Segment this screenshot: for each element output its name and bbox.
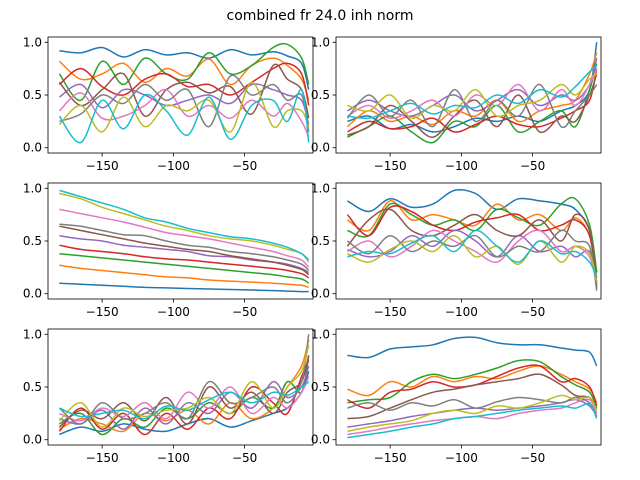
- series-line-9: [58, 344, 310, 428]
- y-tick-label: 0.5: [23, 380, 42, 394]
- series-line-6: [346, 208, 598, 289]
- x-tick-label: −100: [445, 159, 478, 173]
- series-line-3: [59, 355, 310, 436]
- y-tick-label: 1.0: [23, 181, 42, 195]
- y-tick-label: 1.0: [23, 327, 42, 341]
- y-tick-label: 1.0: [311, 327, 330, 341]
- series-line-6: [347, 373, 598, 420]
- series-line-7: [58, 88, 310, 138]
- series-line-6: [59, 225, 310, 276]
- series-line-2: [59, 264, 309, 289]
- series-line-1: [347, 336, 598, 367]
- subplot-4: −150 −100 −50 0.0 0.5 1.0: [311, 181, 602, 319]
- series-line-8: [59, 223, 310, 272]
- x-tick-label: −50: [520, 305, 545, 319]
- y-tick-label: 0.0: [311, 287, 330, 301]
- series-line-8: [346, 83, 598, 129]
- series-line-9: [347, 73, 598, 119]
- x-tick-label: −100: [157, 451, 190, 465]
- y-tick-label: 0.0: [23, 433, 42, 447]
- series-line-5: [58, 83, 310, 125]
- subplot-1: −150 −100 −50 0.0 0.5 1.0: [23, 35, 314, 173]
- series-line-3: [347, 63, 598, 144]
- subplot-2: −150 −100 −50 0.0 0.5 1.0: [311, 35, 602, 173]
- series-line-7: [59, 208, 310, 268]
- series-line-4: [59, 244, 310, 279]
- x-tick-label: −150: [86, 159, 119, 173]
- series-line-6: [58, 355, 310, 428]
- y-tick-label: 0.5: [23, 234, 42, 248]
- series-line-1: [59, 282, 309, 293]
- series-line-5: [59, 365, 310, 430]
- subplot-6: −150 −100 −50 0.0 0.5 1.0: [311, 327, 602, 465]
- series-line-10: [59, 189, 310, 261]
- y-tick-label: 0.5: [311, 88, 330, 102]
- x-tick-label: −150: [374, 305, 407, 319]
- series-line-6: [347, 73, 598, 138]
- series-line-8: [58, 334, 310, 425]
- y-tick-label: 0.5: [311, 234, 330, 248]
- series-line-2: [347, 365, 598, 404]
- series-line-2: [346, 200, 598, 279]
- series-line-10: [347, 64, 598, 120]
- series-line-9: [347, 394, 598, 433]
- y-tick-label: 0.0: [311, 433, 330, 447]
- series-line-10: [347, 229, 598, 279]
- x-tick-label: −100: [157, 305, 190, 319]
- series-line-3: [347, 359, 598, 409]
- series-line-3: [59, 252, 310, 284]
- y-tick-label: 0.0: [23, 287, 42, 301]
- x-tick-label: −100: [445, 451, 478, 465]
- series-line-10: [59, 381, 310, 420]
- x-tick-label: −150: [86, 451, 119, 465]
- x-tick-label: −50: [520, 451, 545, 465]
- x-tick-label: −150: [86, 305, 119, 319]
- series-line-4: [346, 205, 598, 284]
- series-line-8: [347, 396, 598, 417]
- series-line-4: [347, 364, 598, 409]
- series-line-9: [58, 81, 310, 133]
- x-tick-label: −150: [374, 451, 407, 465]
- series-line-9: [347, 234, 598, 282]
- y-tick-label: 0.5: [311, 380, 330, 394]
- series-line-9: [59, 192, 310, 263]
- series-line-5: [59, 234, 310, 274]
- x-tick-label: −100: [445, 305, 478, 319]
- series-line-4: [58, 360, 310, 436]
- y-tick-label: 0.0: [311, 141, 330, 155]
- y-tick-label: 1.0: [23, 35, 42, 49]
- series-line-6: [58, 63, 310, 119]
- subplot-5: −150 −100 −50 0.0 0.5 1.0: [23, 327, 314, 465]
- series-line-5: [347, 57, 598, 117]
- x-tick-label: −50: [232, 159, 257, 173]
- series-line-8: [346, 229, 598, 291]
- figure-title: combined fr 24.0 inh norm: [226, 8, 414, 24]
- subplot-3: −150 −100 −50 0.0 0.5 1.0: [23, 181, 314, 319]
- y-tick-label: 1.0: [311, 35, 330, 49]
- series-line-1: [347, 188, 598, 273]
- series-line-10: [58, 88, 310, 144]
- x-tick-label: −50: [232, 451, 257, 465]
- series-line-1: [59, 46, 310, 90]
- x-tick-label: −50: [232, 305, 257, 319]
- y-tick-label: 0.5: [23, 88, 42, 102]
- x-tick-label: −100: [157, 159, 190, 173]
- y-tick-label: 1.0: [311, 181, 330, 195]
- y-tick-label: 0.0: [23, 141, 42, 155]
- series-line-7: [347, 398, 598, 436]
- x-tick-label: −50: [520, 159, 545, 173]
- series-line-3: [58, 42, 310, 102]
- x-tick-label: −150: [374, 159, 407, 173]
- axes-frame: [47, 36, 314, 154]
- series-line-8: [59, 74, 310, 133]
- series-line-1: [59, 370, 310, 436]
- axes-frame: [47, 182, 314, 300]
- series-line-10: [347, 402, 598, 439]
